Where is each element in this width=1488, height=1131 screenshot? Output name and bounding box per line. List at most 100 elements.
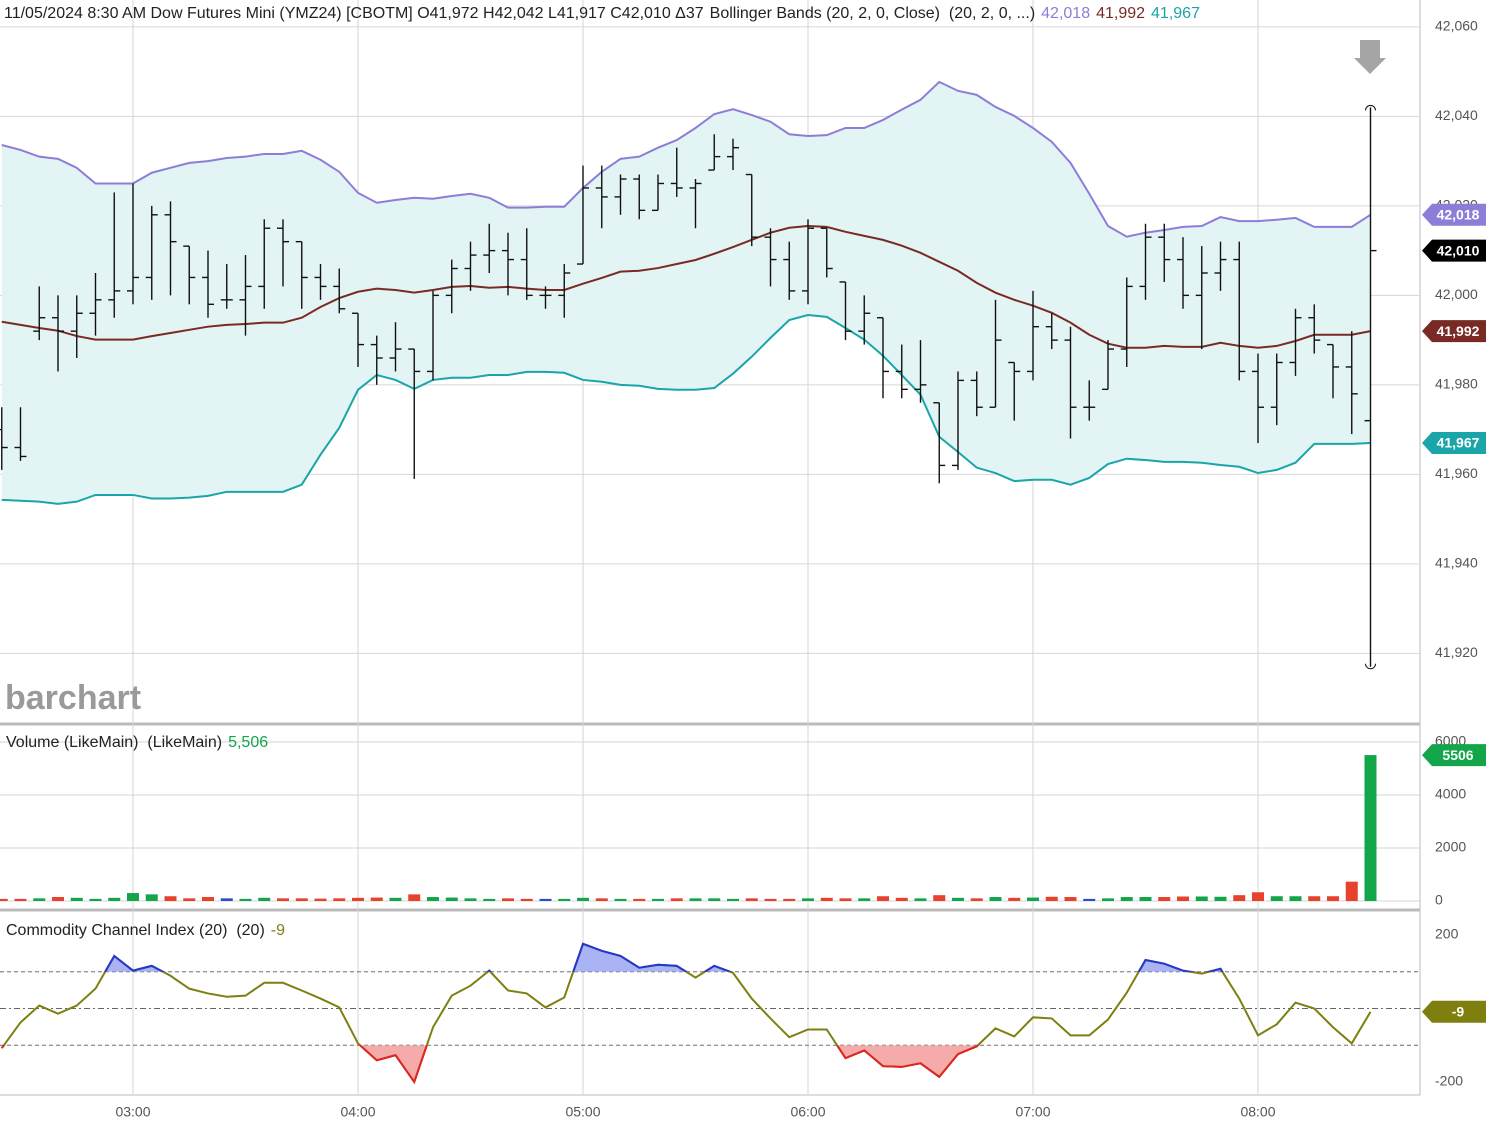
volume-bar [445,897,458,901]
volume-value: 5,506 [228,734,268,751]
volume-bar [220,898,233,901]
volume-bar [164,896,177,901]
volume-bar [70,897,83,901]
volume-bar [1233,895,1246,901]
y-tick-label: 2000 [1435,839,1466,855]
volume-bar [483,898,496,901]
volume-bar [689,898,702,901]
volume-bar [258,897,271,901]
volume-bar [858,898,871,901]
volume-bar [1195,896,1208,901]
volume-bar [745,898,758,901]
volume-bar [183,898,196,901]
y-tick-label: 42,060 [1435,18,1478,34]
band-value-tag: 41,992 [1437,323,1480,339]
range-cap [1365,663,1376,670]
volume-bar [1214,896,1227,901]
volume-bar [727,898,739,901]
volume-bar [614,898,627,901]
volume-bar [52,897,64,901]
x-tick-label: 07:00 [1015,1104,1050,1120]
volume-bar [933,895,946,901]
volume-bar [1120,897,1133,901]
background-layer [0,0,1421,1096]
volume-bar [839,898,852,901]
x-tick-label: 08:00 [1240,1104,1275,1120]
volume-bar [1083,898,1096,901]
band-value-tag: 41,967 [1437,435,1480,451]
volume-bar [295,898,308,901]
band-value-tag-bg [1422,203,1486,226]
volume-bar [145,894,158,901]
volume-bar [895,897,908,901]
volume-bar [1027,897,1039,901]
band-value-tag-bg [1422,320,1486,343]
volume-bar [577,897,589,901]
y-tick-label: 42,040 [1435,107,1478,123]
last-price-tag-bg [1422,239,1486,262]
volume-bar [1102,898,1114,901]
volume-bar [1252,892,1264,901]
volume-bar [1289,896,1302,901]
volume-bar [952,897,964,901]
volume-bar [989,897,1002,901]
volume-tag-bg [1422,744,1486,767]
y-tick-label: 41,920 [1435,644,1478,660]
volume-bar [408,894,421,901]
overlay-title: Bollinger Bands (20, 2, 0, Close) (20, 2… [710,5,1036,22]
volume-bar [1158,897,1171,901]
volume-bar [633,898,646,901]
volume-bar [1139,897,1152,901]
band-line [1,224,1371,349]
scroll-arrow-icon[interactable] [1354,40,1386,74]
middle-band-value: 41,992 [1096,5,1145,22]
volume-bar [1045,896,1058,901]
x-tick-label: 05:00 [565,1104,600,1120]
x-tick-label: 04:00 [340,1104,375,1120]
volume-bar [802,898,814,901]
y-tick-label: 4000 [1435,786,1466,802]
volume-bar [1008,897,1021,901]
volume-bar [502,898,514,901]
volume-bar [877,896,889,901]
volume-bar [1364,755,1377,901]
volume-bar [783,898,796,901]
volume-bar [127,893,139,901]
volume-bar [1327,896,1339,901]
volume-bar [427,897,439,901]
upper-band-value: 42,018 [1041,5,1090,22]
volume-bar [1345,881,1358,901]
volume-bar [520,898,533,901]
band-line [1,80,1372,238]
volume-bar [652,898,664,901]
volume-bar [352,897,364,901]
volume-tag: 5506 [1442,747,1473,763]
volume-header: Volume (LikeMain) (LikeMain) 5,506 [6,734,268,751]
volume-bar [277,898,289,901]
volume-title: Volume (LikeMain) (LikeMain) [6,734,222,751]
volume-bar [670,898,683,901]
y-tick-label: 41,980 [1435,376,1478,392]
y-tick-label: 200 [1435,926,1459,942]
band-value-tag: 42,018 [1437,207,1480,223]
price-title: 11/05/2024 8:30 AM Dow Futures Mini (YMZ… [4,5,704,22]
y-tick-label: 41,960 [1435,465,1478,481]
cci-title: Commodity Channel Index (20) (20) [6,922,265,939]
volume-bar [464,898,477,901]
volume-bar [1308,896,1321,901]
volume-bar [202,897,214,901]
y-tick-label: -200 [1435,1073,1463,1089]
volume-bar [970,898,983,901]
cci-tag-bg [1422,1000,1486,1023]
volume-bar [314,898,327,901]
y-tick-label: 0 [1435,892,1443,908]
band-line [1,314,1371,505]
volume-bar [14,898,27,901]
volume-bar [1270,896,1283,901]
volume-bar [389,897,402,901]
last-price-tag: 42,010 [1437,242,1480,258]
x-tick-label: 03:00 [115,1104,150,1120]
y-tick-label: 41,940 [1435,555,1478,571]
volume-bar [558,898,571,901]
